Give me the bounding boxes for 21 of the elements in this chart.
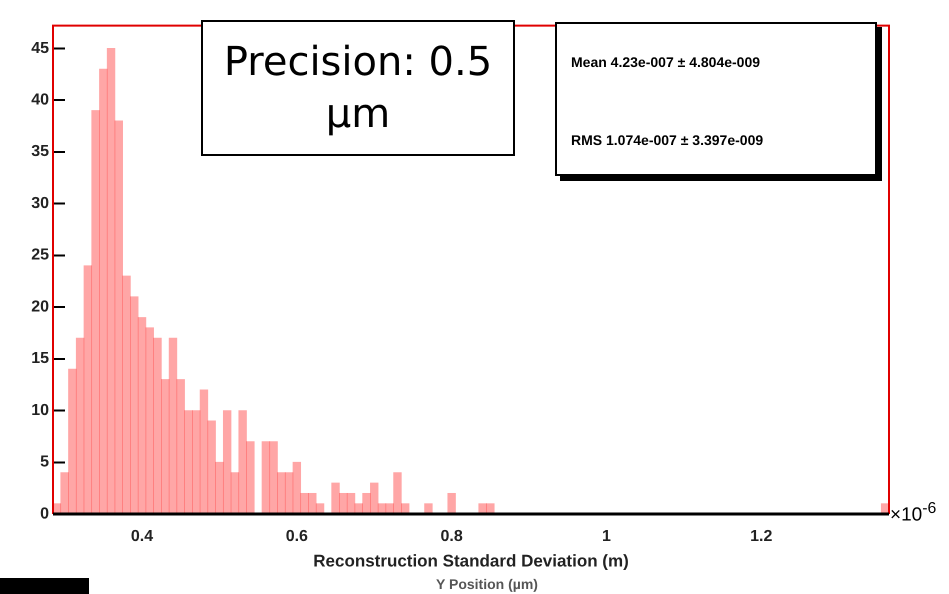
y-tick-label: 25 [31,246,50,264]
y-tick-label: 0 [40,505,50,522]
x-tick-label: 0.8 [440,528,463,546]
annotation: RMS 1.074e-007 ± 3.397e-009 [571,132,764,148]
y-tick-label: 35 [31,143,50,160]
y-tick-label: 40 [31,92,50,109]
y-tick-label: 20 [31,298,50,316]
y-tick-label: 10 [31,402,50,419]
annotation: Precision: 0.5 µm [201,20,515,156]
text: ×10$^{-6}$ [890,500,936,526]
x-tick-label: 0.4 [130,528,154,546]
y-tick-label: 5 [40,454,50,471]
x-axis-title: Reconstruction Standard Deviation (m) [313,551,629,570]
y-tick-label: 45 [31,40,50,57]
annotation: Mean 4.23e-007 ± 4.804e-009 [571,54,760,70]
text: Y Position (µm) [436,576,538,592]
y-tick-label: 15 [31,350,50,368]
x-tick-label: 1 [602,528,612,546]
x-tick-label: 1.2 [750,528,772,546]
y-tick-label: 30 [31,194,50,212]
x-tick-label: 0.6 [286,528,308,546]
